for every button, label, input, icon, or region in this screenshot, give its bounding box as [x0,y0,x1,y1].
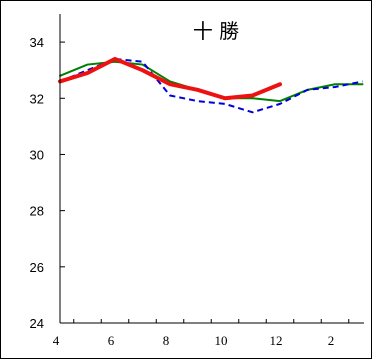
y-tick-label: 28 [30,204,44,219]
y-tick-label: 26 [30,260,44,275]
x-tick-label: 12 [270,333,283,348]
x-tick-label: 2 [328,333,335,348]
x-tick-label: 8 [163,333,170,348]
y-tick-label: 24 [30,316,44,331]
x-tick-label: 4 [53,333,60,348]
y-tick-label: 34 [30,35,44,50]
series-line-0 [59,57,363,114]
series-line-2 [58,56,282,101]
x-tick-label: 6 [108,333,115,348]
y-tick-label: 30 [30,147,44,162]
x-tick-label: 10 [215,333,228,348]
y-tick-label: 32 [30,91,44,106]
chart-title: 十 勝 [193,19,239,43]
